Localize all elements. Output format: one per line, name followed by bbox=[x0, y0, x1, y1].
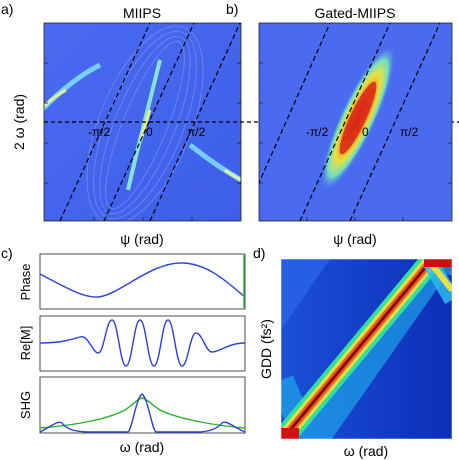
panel-c-phase-frame bbox=[39, 253, 246, 310]
panel-b-title: Gated-MIIPS bbox=[315, 5, 396, 21]
panel-d-heatmap bbox=[281, 259, 452, 439]
panel-b-annot-neg-pi2: -π/2 bbox=[306, 125, 329, 139]
panel-c-rem-trace bbox=[39, 319, 246, 367]
panel-d-frame bbox=[280, 258, 453, 440]
panel-a-ylabel: 2 ω (rad) bbox=[11, 94, 27, 150]
panel-letter-a: a) bbox=[1, 1, 13, 17]
panel-a-annot-pi2: π/2 bbox=[187, 125, 206, 139]
panel-c-shg-trace-blue bbox=[39, 393, 246, 433]
panel-a-title: MIIPS bbox=[123, 5, 161, 21]
panel-b-heatmap bbox=[259, 23, 452, 221]
panel-b-annot-pi2: π/2 bbox=[400, 125, 419, 139]
panel-c-xlabel: ω (rad) bbox=[120, 439, 164, 455]
panel-letter-b: b) bbox=[226, 1, 238, 17]
panel-d-xlabel: ω (rad) bbox=[344, 443, 388, 459]
panel-c-phase-ylabel: Phase bbox=[18, 264, 33, 301]
panel-d-ylabel: GDD (fs²) bbox=[258, 319, 274, 379]
panel-c-shg-trace-green bbox=[39, 397, 246, 429]
panel-b-xlabel: ψ (rad) bbox=[333, 231, 376, 247]
panel-b-dashed-lines bbox=[259, 23, 441, 221]
panel-c-phase-trace bbox=[39, 262, 246, 298]
panel-letter-d: d) bbox=[253, 245, 265, 261]
panel-c-shg-ylabel: SHG bbox=[18, 391, 33, 419]
panel-a-annot-zero: 0 bbox=[146, 125, 153, 139]
panel-b-annot-zero: 0 bbox=[362, 125, 369, 139]
panel-letter-c: c) bbox=[1, 245, 13, 261]
panel-a-xlabel: ψ (rad) bbox=[120, 231, 163, 247]
panel-b-frame bbox=[258, 22, 453, 222]
panel-a-annot-neg-pi2: -π/2 bbox=[88, 125, 111, 139]
panel-c-rem-ylabel: Re[M] bbox=[18, 326, 33, 361]
